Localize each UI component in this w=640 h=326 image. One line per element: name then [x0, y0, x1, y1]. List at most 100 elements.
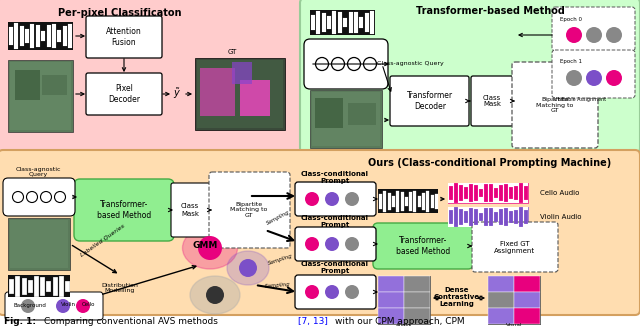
- Text: Epoch 1: Epoch 1: [560, 60, 582, 65]
- Bar: [42, 75, 67, 95]
- Text: Fig. 1:: Fig. 1:: [4, 317, 36, 326]
- Text: Ours (Class-conditional Prompting Machine): Ours (Class-conditional Prompting Machin…: [369, 158, 612, 168]
- Bar: [448, 183, 528, 203]
- Text: Labelled Queries: Labelled Queries: [80, 223, 126, 257]
- Bar: [10, 62, 71, 130]
- Text: Fixed GT
Assignment: Fixed GT Assignment: [495, 241, 536, 254]
- Circle shape: [26, 191, 38, 202]
- Text: Class
Mask: Class Mask: [181, 203, 199, 216]
- Bar: [404, 292, 430, 308]
- Text: Class-conditional
Prompt: Class-conditional Prompt: [301, 215, 369, 229]
- FancyBboxPatch shape: [471, 76, 513, 126]
- Bar: [448, 183, 528, 203]
- Text: Class-agnostic
Query: Class-agnostic Query: [15, 167, 61, 177]
- Circle shape: [76, 299, 90, 313]
- Text: Violin: Violin: [61, 303, 76, 307]
- Bar: [404, 308, 430, 324]
- FancyBboxPatch shape: [373, 223, 473, 269]
- Bar: [448, 207, 528, 227]
- Circle shape: [606, 27, 622, 43]
- Bar: [315, 98, 343, 128]
- FancyBboxPatch shape: [295, 182, 376, 216]
- Bar: [240, 80, 270, 116]
- FancyBboxPatch shape: [295, 227, 376, 261]
- Text: Per-pixel Classificaton: Per-pixel Classificaton: [58, 8, 182, 18]
- Bar: [15, 70, 40, 100]
- FancyBboxPatch shape: [390, 76, 469, 126]
- Bar: [378, 276, 404, 292]
- FancyBboxPatch shape: [74, 179, 174, 241]
- FancyBboxPatch shape: [209, 172, 290, 248]
- Circle shape: [325, 237, 339, 251]
- Bar: [8, 22, 73, 50]
- Text: Class-conditional
Prompt: Class-conditional Prompt: [301, 170, 369, 184]
- Text: GT: GT: [227, 49, 237, 55]
- Circle shape: [21, 299, 35, 313]
- FancyBboxPatch shape: [3, 178, 75, 216]
- FancyBboxPatch shape: [171, 183, 210, 237]
- Text: Attention
Fusion: Attention Fusion: [106, 27, 142, 47]
- Text: Pixel
Decoder: Pixel Decoder: [108, 84, 140, 104]
- FancyBboxPatch shape: [86, 16, 162, 58]
- Text: Background: Background: [13, 303, 47, 307]
- Bar: [197, 60, 283, 128]
- Circle shape: [606, 70, 622, 86]
- Bar: [8, 60, 73, 132]
- Circle shape: [325, 285, 339, 299]
- Bar: [378, 292, 404, 308]
- FancyBboxPatch shape: [5, 292, 103, 320]
- Text: GMM: GMM: [192, 241, 218, 249]
- Circle shape: [345, 192, 359, 206]
- Text: Distribution
Modelling: Distribution Modelling: [102, 283, 138, 293]
- Text: Visual
Featre map: Visual Featre map: [498, 323, 530, 326]
- Text: Transformer
Decoder: Transformer Decoder: [407, 91, 453, 111]
- Text: Bipartite
Matching to
GT: Bipartite Matching to GT: [536, 97, 573, 113]
- FancyBboxPatch shape: [552, 7, 635, 51]
- Text: Dense
Contrastive
Learning: Dense Contrastive Learning: [434, 287, 480, 307]
- Bar: [488, 292, 514, 308]
- Circle shape: [239, 259, 257, 277]
- Circle shape: [364, 57, 376, 70]
- Bar: [310, 90, 382, 148]
- Bar: [378, 276, 430, 324]
- Bar: [348, 103, 376, 125]
- Bar: [310, 10, 375, 35]
- FancyBboxPatch shape: [512, 62, 598, 148]
- Circle shape: [316, 57, 328, 70]
- Bar: [312, 92, 380, 146]
- Ellipse shape: [227, 251, 269, 285]
- Text: Cello: Cello: [81, 303, 95, 307]
- Bar: [378, 189, 438, 213]
- Circle shape: [345, 237, 359, 251]
- Bar: [8, 275, 70, 297]
- Text: Sampling: Sampling: [266, 210, 291, 226]
- Text: Comparing conventional AVS methods: Comparing conventional AVS methods: [44, 317, 221, 326]
- Bar: [514, 276, 540, 292]
- Bar: [404, 276, 430, 292]
- Circle shape: [54, 191, 65, 202]
- Text: Bipartite
Matching to
GT: Bipartite Matching to GT: [230, 202, 268, 218]
- Circle shape: [325, 192, 339, 206]
- Text: Transformer-based Method: Transformer-based Method: [415, 6, 564, 16]
- Text: Class
Mask: Class Mask: [483, 95, 501, 108]
- Bar: [10, 220, 68, 268]
- Circle shape: [586, 27, 602, 43]
- FancyBboxPatch shape: [552, 50, 635, 98]
- FancyBboxPatch shape: [0, 150, 640, 315]
- FancyBboxPatch shape: [300, 0, 640, 153]
- Circle shape: [206, 286, 224, 304]
- FancyBboxPatch shape: [304, 39, 388, 89]
- Circle shape: [566, 70, 582, 86]
- Text: Class-conditional
Prompt: Class-conditional Prompt: [301, 261, 369, 274]
- Bar: [378, 308, 404, 324]
- Circle shape: [305, 237, 319, 251]
- Bar: [488, 308, 514, 324]
- Text: Violin Audio: Violin Audio: [540, 214, 582, 220]
- FancyBboxPatch shape: [0, 0, 306, 153]
- Text: [7, 13]: [7, 13]: [298, 317, 328, 326]
- Ellipse shape: [182, 227, 237, 269]
- Bar: [8, 218, 70, 270]
- Text: Audio
Featre map: Audio Featre map: [388, 323, 420, 326]
- Text: Class-agnostic Query: Class-agnostic Query: [376, 62, 444, 67]
- Bar: [514, 292, 540, 308]
